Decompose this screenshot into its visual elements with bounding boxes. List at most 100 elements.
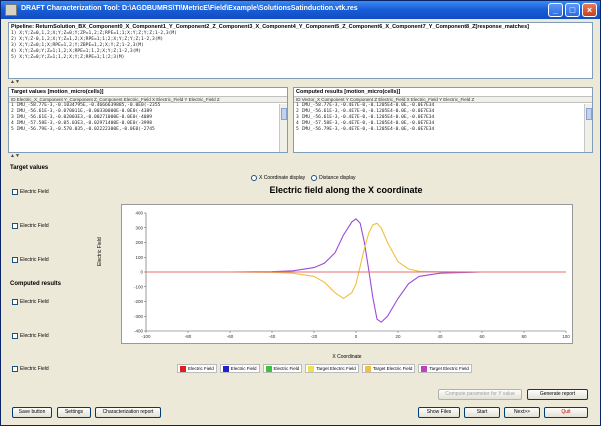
y-tick-label: -200 <box>134 299 144 304</box>
target-values-scrollbar[interactable] <box>279 104 287 152</box>
plot-area: 400 300 200 100 0 -100 -200 -300 -400 -100 -80 -60-… <box>121 204 573 344</box>
legend-label: Electric Field <box>273 366 300 371</box>
checkbox[interactable] <box>12 223 18 229</box>
table-row[interactable]: 4 IMU_-57.58E-3,-0.4E7E-0,-0.1205E4-0.0E… <box>296 121 435 126</box>
computed-results-label: Computed results <box>10 281 62 287</box>
checkbox[interactable] <box>12 333 18 339</box>
target-check-2[interactable]: Electric Field <box>12 223 49 229</box>
table-row[interactable]: 4 IMU_-57.58E-3,-0.05.03E3,-0.02971400E-… <box>11 121 153 126</box>
legend-swatch <box>421 365 428 372</box>
series-selector-panel: Target values Electric Field Electric Fi… <box>8 159 96 381</box>
legend-label: Target Electric Field <box>316 366 356 371</box>
checkbox-label: Electric Field <box>20 257 49 263</box>
splitter-handle[interactable]: ▲▼ <box>10 79 20 85</box>
x-tick-label: -20 <box>311 334 318 339</box>
checkbox[interactable] <box>12 189 18 195</box>
checkbox-label: Electric Field <box>20 366 49 372</box>
target-values-label: Target values <box>10 165 49 171</box>
legend-entry[interactable]: Target Electric Field <box>418 364 472 373</box>
pipeline-header: Pipeline: ReturnSolution_BX_Component0_X… <box>9 23 592 31</box>
table-row[interactable]: 2 IMU_-56.61E-3,-0.4E7E-0,-0.1205E4-0.0E… <box>296 109 435 114</box>
distance-radio[interactable]: Distance display <box>311 175 356 181</box>
table-row[interactable]: 1 IMU_-58.77E-3,-0.4E7E-0,-0.1205E4-0.0E… <box>296 103 435 108</box>
table-row[interactable]: 1 IMU_-58.77E-3,-0.1034795E,-0.466663988… <box>11 103 161 108</box>
show-files-button[interactable]: Show Files <box>418 407 460 418</box>
start-button[interactable]: Start <box>464 407 500 418</box>
legend-swatch <box>265 365 272 372</box>
radio-dot[interactable] <box>251 175 257 181</box>
legend-label: Electric Field <box>230 366 257 371</box>
scroll-thumb[interactable] <box>586 108 592 120</box>
display-mode-group: X Coordinate display Distance display <box>251 175 356 181</box>
characterization-report-button[interactable]: Characterization report <box>95 407 161 418</box>
compute-hint: Compute parameter for Y value <box>438 389 522 400</box>
computed-check-3[interactable]: Electric Field <box>12 366 49 372</box>
legend-entry[interactable]: Electric Field <box>262 364 303 373</box>
table-row[interactable]: 5 IMU_-56.79E-3,-0.4E7E-0,-0.1205E4-0.0E… <box>296 127 435 132</box>
table-row[interactable]: 2 IMU_-56.61E-3,-0.070011E,-0.00330000E-… <box>11 109 153 114</box>
checkbox[interactable] <box>12 366 18 372</box>
y-tick-label: 200 <box>135 240 143 245</box>
legend-label: Target Electric Field <box>372 366 413 371</box>
computed-check-1[interactable]: Electric Field <box>12 299 49 305</box>
radio-label: X Coordinate display <box>259 175 306 181</box>
generate-report-button[interactable]: Generate report <box>527 389 588 400</box>
legend-entry[interactable]: Electric Field <box>219 364 260 373</box>
computed-results-scrollbar[interactable] <box>584 104 592 152</box>
computed-check-2[interactable]: Electric Field <box>12 333 49 339</box>
x-tick-label: 100 <box>562 334 570 339</box>
scroll-thumb[interactable] <box>281 108 287 120</box>
x-tick-label: 40 <box>437 334 443 339</box>
chart-title: Electric field along the X coordinate <box>269 185 423 195</box>
checkbox[interactable] <box>12 257 18 263</box>
legend-swatch <box>308 365 315 372</box>
minimize-button[interactable]: _ <box>548 3 563 17</box>
legend-label: Target Electric Field <box>429 366 469 371</box>
x-tick-label: 0 <box>355 334 358 339</box>
list-item[interactable]: 4) X;Y;Z=0;Y;Z=1;1,2;X;RPE=1;1,2;X;Y;Z;1… <box>11 49 141 54</box>
checkbox[interactable] <box>12 299 18 305</box>
save-button[interactable]: Save button <box>12 407 52 418</box>
x-tick-label: -60 <box>227 334 234 339</box>
legend-entry[interactable]: Target Electric Field <box>305 364 359 373</box>
series-line-2 <box>146 222 566 300</box>
title-bar[interactable]: DRAFT Characterization Tool: D:\AGDBUMRS… <box>1 1 600 19</box>
checkbox-label: Electric Field <box>20 223 49 229</box>
computed-results-header: Computed results [motion_micro(cells)] <box>294 88 592 96</box>
maximize-button[interactable]: □ <box>565 3 580 17</box>
table-row[interactable]: 3 IMU_-56.61E-3,-0.4E7E-0,-0.1205E4-0.0E… <box>296 115 435 120</box>
legend-entry[interactable]: Target Electric Field <box>361 364 416 373</box>
target-values-columns: ID Electric_X_Component Y_Component Z_Co… <box>9 96 287 103</box>
list-item[interactable]: 3) X;Y;Z=0;1;X;RPE=1,2;Y;ZBPE=1,2;X;Y;Z;… <box>11 43 144 48</box>
pipeline-list[interactable]: 1) X;Y;Z=0,1,2;X;Y;Z=0;Y;ZP=1,2;Z;RPE=1;… <box>9 31 592 61</box>
legend-swatch <box>364 365 371 372</box>
quit-button[interactable]: Quit <box>544 407 588 418</box>
next-button[interactable]: Next>> <box>504 407 540 418</box>
checkbox-label: Electric Field <box>20 189 49 195</box>
settings-button[interactable]: Settings <box>57 407 91 418</box>
computed-results-panel: Computed results [motion_micro(cells)] I… <box>293 87 593 153</box>
table-row[interactable]: 5 IMU_-56.79E-3,-0.570.035,-0.02222300E,… <box>11 127 155 132</box>
x-tick-label: -80 <box>185 334 192 339</box>
target-check-1[interactable]: Electric Field <box>12 189 49 195</box>
x-tick-label: -40 <box>269 334 276 339</box>
table-row[interactable]: 3 IMU_-56.61E-3,-0.02003E3,-0.00271000E-… <box>11 115 153 120</box>
x-coordinate-radio[interactable]: X Coordinate display <box>251 175 305 181</box>
legend-swatch <box>180 365 186 372</box>
close-button[interactable]: × <box>582 3 597 17</box>
legend-swatch <box>222 365 229 372</box>
pipeline-panel: Pipeline: ReturnSolution_BX_Component0_X… <box>8 22 593 79</box>
y-tick-label: 300 <box>135 225 143 230</box>
list-item[interactable]: 1) X;Y;Z=0,1,2;X;Y;Z=0;Y;ZP=1,2;Z;RPE=1;… <box>11 31 177 36</box>
list-item[interactable]: 5) X;Y;Z=0;Y;Z=1;1,2;X;Y;Z;RPE=1;1;2;3(M… <box>11 55 125 60</box>
radio-dot[interactable] <box>311 175 318 181</box>
y-tick-label: -300 <box>134 314 144 319</box>
target-check-3[interactable]: Electric Field <box>12 257 49 263</box>
checkbox-label: Electric Field <box>20 299 49 305</box>
list-item[interactable]: 2) X;Y;Z-0,1,2;X;Y;Z=1,2;X;RPE=1;1;2;X;Y… <box>11 37 164 42</box>
legend-entry[interactable]: Electric Field <box>177 364 217 373</box>
x-tick-label: -100 <box>141 334 151 339</box>
splitter-handle[interactable]: ▲▼ <box>10 153 20 159</box>
